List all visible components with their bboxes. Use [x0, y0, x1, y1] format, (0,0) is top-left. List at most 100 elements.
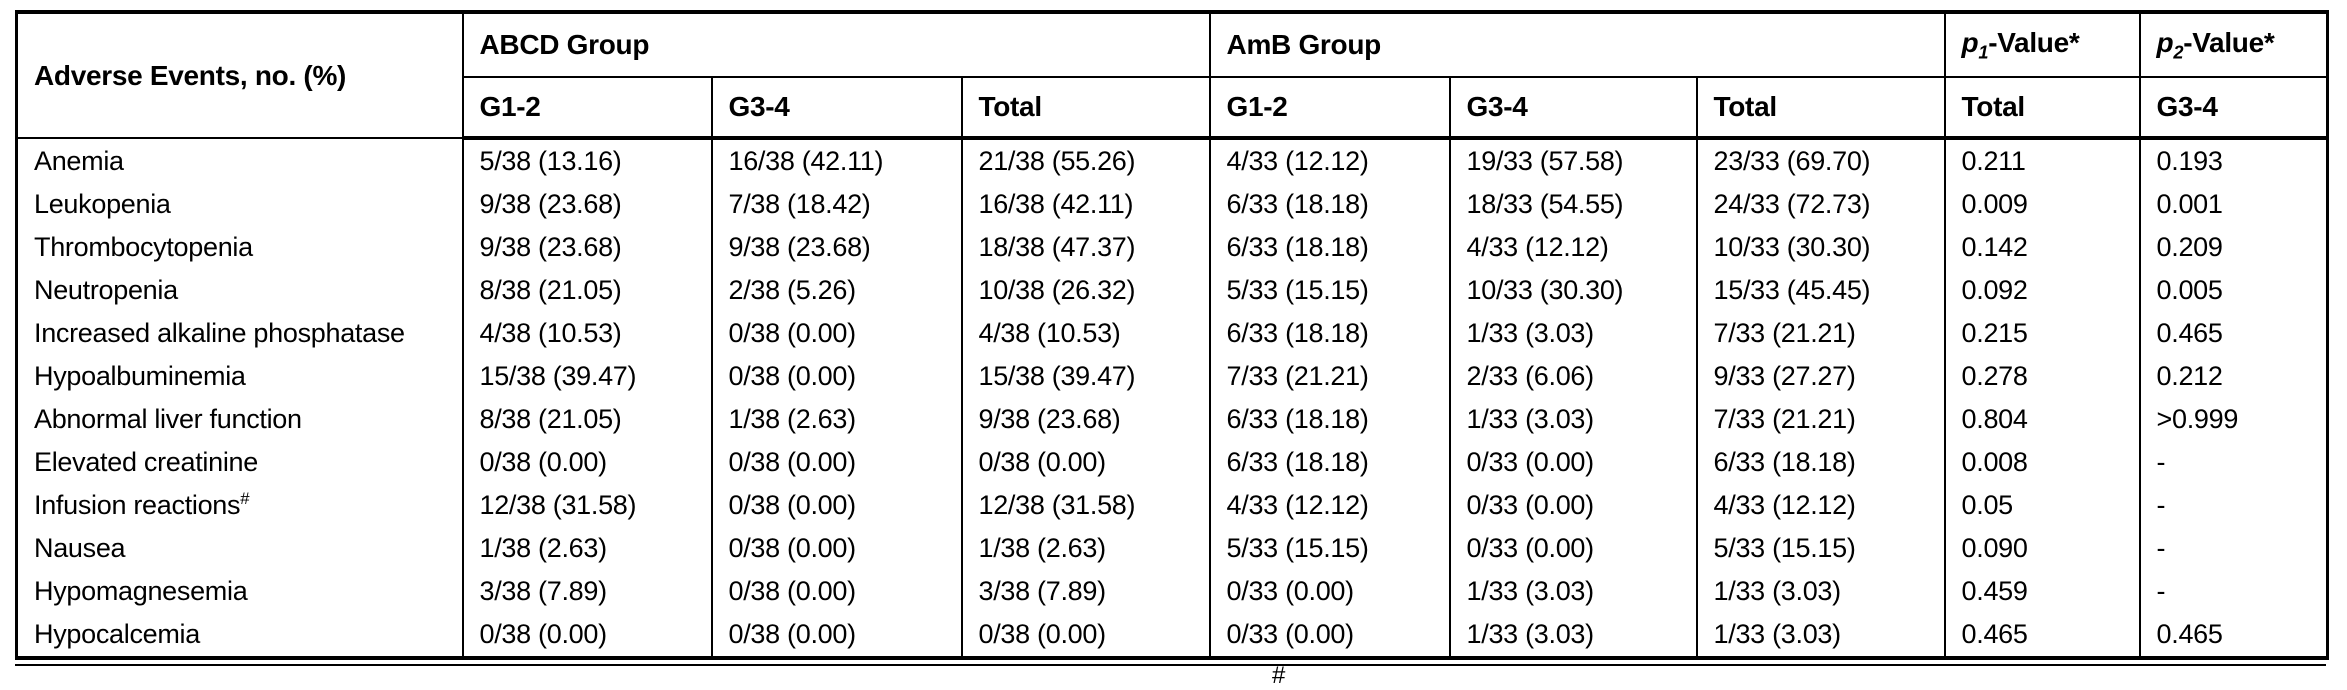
table-cell: 0/38 (0.00) [710, 312, 962, 355]
p1-symbol: p [1961, 26, 1979, 58]
table-row: Nausea 1/38 (2.63) 0/38 (0.00) 1/38 (2.63) 5… [15, 527, 2328, 570]
adverse-event-label: Hypocalcemia [15, 613, 463, 658]
table-cell: 1/33 (3.03) [1448, 312, 1697, 355]
subheader-abcd-g1-2: G1-2 [461, 77, 712, 140]
table-cell: 18/33 (54.55) [1448, 183, 1697, 226]
table-row: Anemia 5/38 (13.16) 16/38 (42.11) 21/38 (55… [15, 138, 2328, 183]
table-row: Neutropenia 8/38 (21.05) 2/38 (5.26) 10/38 … [15, 269, 2328, 312]
adverse-event-label: Hypomagnesemia [15, 570, 463, 613]
table-row: Abnormal liver function 8/38 (21.05) 1/38 … [15, 398, 2328, 441]
table-cell: - [2138, 441, 2328, 484]
p2-subscript: 2 [2173, 42, 2184, 63]
table-cell: - [2138, 570, 2328, 613]
adverse-event-label: Abnormal liver function [15, 398, 463, 441]
table-cell: 1/38 (2.63) [960, 527, 1210, 570]
table-cell: 19/33 (57.58) [1448, 138, 1697, 183]
p2-value-header: p2-Value* [2138, 12, 2328, 78]
table-cell: 0.804 [1943, 398, 2140, 441]
subheader-abcd-g3-4: G3-4 [710, 77, 962, 140]
table-cell: 1/38 (2.63) [710, 398, 962, 441]
table-cell: 0.001 [2138, 183, 2328, 226]
table-cell: 4/33 (12.12) [1208, 138, 1450, 183]
table-cell: 0/38 (0.00) [710, 484, 962, 527]
table-cell: 0.459 [1943, 570, 2140, 613]
group-header-amb: AmB Group [1208, 12, 1945, 78]
adverse-event-label: Thrombocytopenia [15, 226, 463, 269]
table-cell: 0.008 [1943, 441, 2140, 484]
table-cell: 4/33 (12.12) [1695, 484, 1945, 527]
table-cell: 5/33 (15.15) [1208, 269, 1450, 312]
subheader-amb-g1-2: G1-2 [1208, 77, 1450, 140]
table-cell: 1/33 (3.03) [1448, 570, 1697, 613]
adverse-event-label: Hypoalbuminemia [15, 355, 463, 398]
table-cell: >0.999 [2138, 398, 2328, 441]
table-cell: 0.005 [2138, 269, 2328, 312]
table-cell: 0.465 [2138, 312, 2328, 355]
table-cell: 9/33 (27.27) [1695, 355, 1945, 398]
footnote-hash-mark: # [1272, 662, 1286, 689]
table-cell: 8/38 (21.05) [461, 269, 712, 312]
subheader-abcd-total: Total [960, 77, 1210, 140]
table-cell: 0.465 [2138, 613, 2328, 658]
label-superscript: # [240, 489, 250, 508]
table-cell: 0/33 (0.00) [1208, 613, 1450, 658]
p2-suffix: -Value* [2183, 26, 2275, 58]
table-cell: 16/38 (42.11) [960, 183, 1210, 226]
table-cell: 0.211 [1943, 138, 2140, 183]
table-cell: 0.212 [2138, 355, 2328, 398]
table-cell: 6/33 (18.18) [1208, 398, 1450, 441]
table-cell: 0.090 [1943, 527, 2140, 570]
corner-header: Adverse Events, no. (%) [15, 12, 463, 139]
subheader-p1-total: Total [1943, 77, 2140, 140]
table-cell: 0.009 [1943, 183, 2140, 226]
p1-value-header: p1-Value* [1943, 12, 2140, 78]
table-cell: 0.209 [2138, 226, 2328, 269]
table-cell: 8/38 (21.05) [461, 398, 712, 441]
adverse-event-label: Anemia [15, 138, 463, 183]
table-cell: 1/38 (2.63) [461, 527, 712, 570]
table-cell: 0/38 (0.00) [710, 570, 962, 613]
table-cell: 12/38 (31.58) [461, 484, 712, 527]
table-cell: 5/33 (15.15) [1695, 527, 1945, 570]
table-cell: 5/38 (13.16) [461, 138, 712, 183]
adverse-event-label: Increased alkaline phosphatase [15, 312, 463, 355]
table-cell: 10/33 (30.30) [1448, 269, 1697, 312]
table-cell: 0/38 (0.00) [710, 613, 962, 658]
table-row: Leukopenia 9/38 (23.68) 7/38 (18.42) 16/38 … [15, 183, 2328, 226]
table-row: Infusion reactions# 12/38 (31.58) 0/38 (0.… [15, 484, 2328, 527]
adverse-event-label: Infusion reactions# [15, 484, 463, 527]
table-cell: 7/33 (21.21) [1208, 355, 1450, 398]
table-cell: 6/33 (18.18) [1208, 441, 1450, 484]
subheader-p2-g3-4: G3-4 [2138, 77, 2328, 140]
table-cell: 15/38 (39.47) [461, 355, 712, 398]
table-cell: 2/38 (5.26) [710, 269, 962, 312]
table-cell: 15/33 (45.45) [1695, 269, 1945, 312]
table-cell: 3/38 (7.89) [461, 570, 712, 613]
table-cell: 4/33 (12.12) [1448, 226, 1697, 269]
subheader-amb-g3-4: G3-4 [1448, 77, 1697, 140]
table-cell: 16/38 (42.11) [710, 138, 962, 183]
table-cell: 10/33 (30.30) [1695, 226, 1945, 269]
table-body: Anemia 5/38 (13.16) 16/38 (42.11) 21/38 (55… [15, 138, 2328, 658]
adverse-events-table-container: Adverse Events, no. (%) ABCD Group AmB G… [15, 10, 2330, 666]
table-cell: 0.215 [1943, 312, 2140, 355]
table-cell: 10/38 (26.32) [960, 269, 1210, 312]
table-cell: 6/33 (18.18) [1208, 183, 1450, 226]
table-cell: 0/38 (0.00) [960, 441, 1210, 484]
table-cell: 0/38 (0.00) [710, 527, 962, 570]
table-cell: 0/33 (0.00) [1208, 570, 1450, 613]
table-cell: 0/33 (0.00) [1448, 441, 1697, 484]
table-cell: 5/33 (15.15) [1208, 527, 1450, 570]
p2-symbol: p [2156, 26, 2174, 58]
table-row: Hypomagnesemia 3/38 (7.89) 0/38 (0.00) 3/38… [15, 570, 2328, 613]
table-cell: 0/38 (0.00) [710, 355, 962, 398]
table-row: Thrombocytopenia 9/38 (23.68) 9/38 (23.68)… [15, 226, 2328, 269]
group-header-abcd: ABCD Group [461, 12, 1210, 78]
table-cell: 0.142 [1943, 226, 2140, 269]
table-cell: - [2138, 527, 2328, 570]
table-row: Hypocalcemia 0/38 (0.00) 0/38 (0.00) 0/38 (… [15, 613, 2328, 658]
table-cell: 4/33 (12.12) [1208, 484, 1450, 527]
table-cell: 18/38 (47.37) [960, 226, 1210, 269]
table-cell: 6/33 (18.18) [1208, 312, 1450, 355]
p1-suffix: -Value* [1988, 26, 2080, 58]
